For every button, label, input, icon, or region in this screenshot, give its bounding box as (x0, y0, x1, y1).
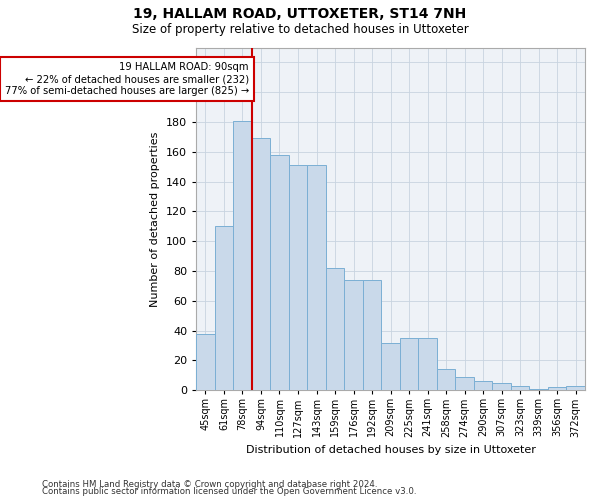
Bar (548, 387, 566, 390)
Bar (363, 280, 382, 390)
Y-axis label: Number of detached properties: Number of detached properties (151, 131, 160, 306)
Bar (493, 383, 511, 390)
Text: Size of property relative to detached houses in Uttoxeter: Size of property relative to detached ho… (131, 22, 469, 36)
Bar (326, 268, 344, 390)
Bar (437, 370, 455, 390)
Bar (511, 386, 529, 390)
Text: Contains public sector information licensed under the Open Government Licence v3: Contains public sector information licen… (42, 488, 416, 496)
Bar (307, 165, 326, 390)
Bar (566, 386, 585, 390)
Text: Contains HM Land Registry data © Crown copyright and database right 2024.: Contains HM Land Registry data © Crown c… (42, 480, 377, 489)
Bar (529, 388, 548, 390)
X-axis label: Distribution of detached houses by size in Uttoxeter: Distribution of detached houses by size … (245, 445, 536, 455)
Bar (289, 165, 307, 390)
Bar (251, 138, 270, 390)
Text: 19 HALLAM ROAD: 90sqm
← 22% of detached houses are smaller (232)
77% of semi-det: 19 HALLAM ROAD: 90sqm ← 22% of detached … (5, 62, 249, 96)
Bar (455, 377, 474, 390)
Bar (215, 226, 233, 390)
Text: 19, HALLAM ROAD, UTTOXETER, ST14 7NH: 19, HALLAM ROAD, UTTOXETER, ST14 7NH (133, 8, 467, 22)
Bar (344, 280, 363, 390)
Bar (233, 120, 251, 390)
Bar (400, 338, 418, 390)
Bar (270, 155, 289, 390)
Bar (382, 342, 400, 390)
Bar (196, 334, 215, 390)
Bar (418, 338, 437, 390)
Bar (474, 382, 493, 390)
